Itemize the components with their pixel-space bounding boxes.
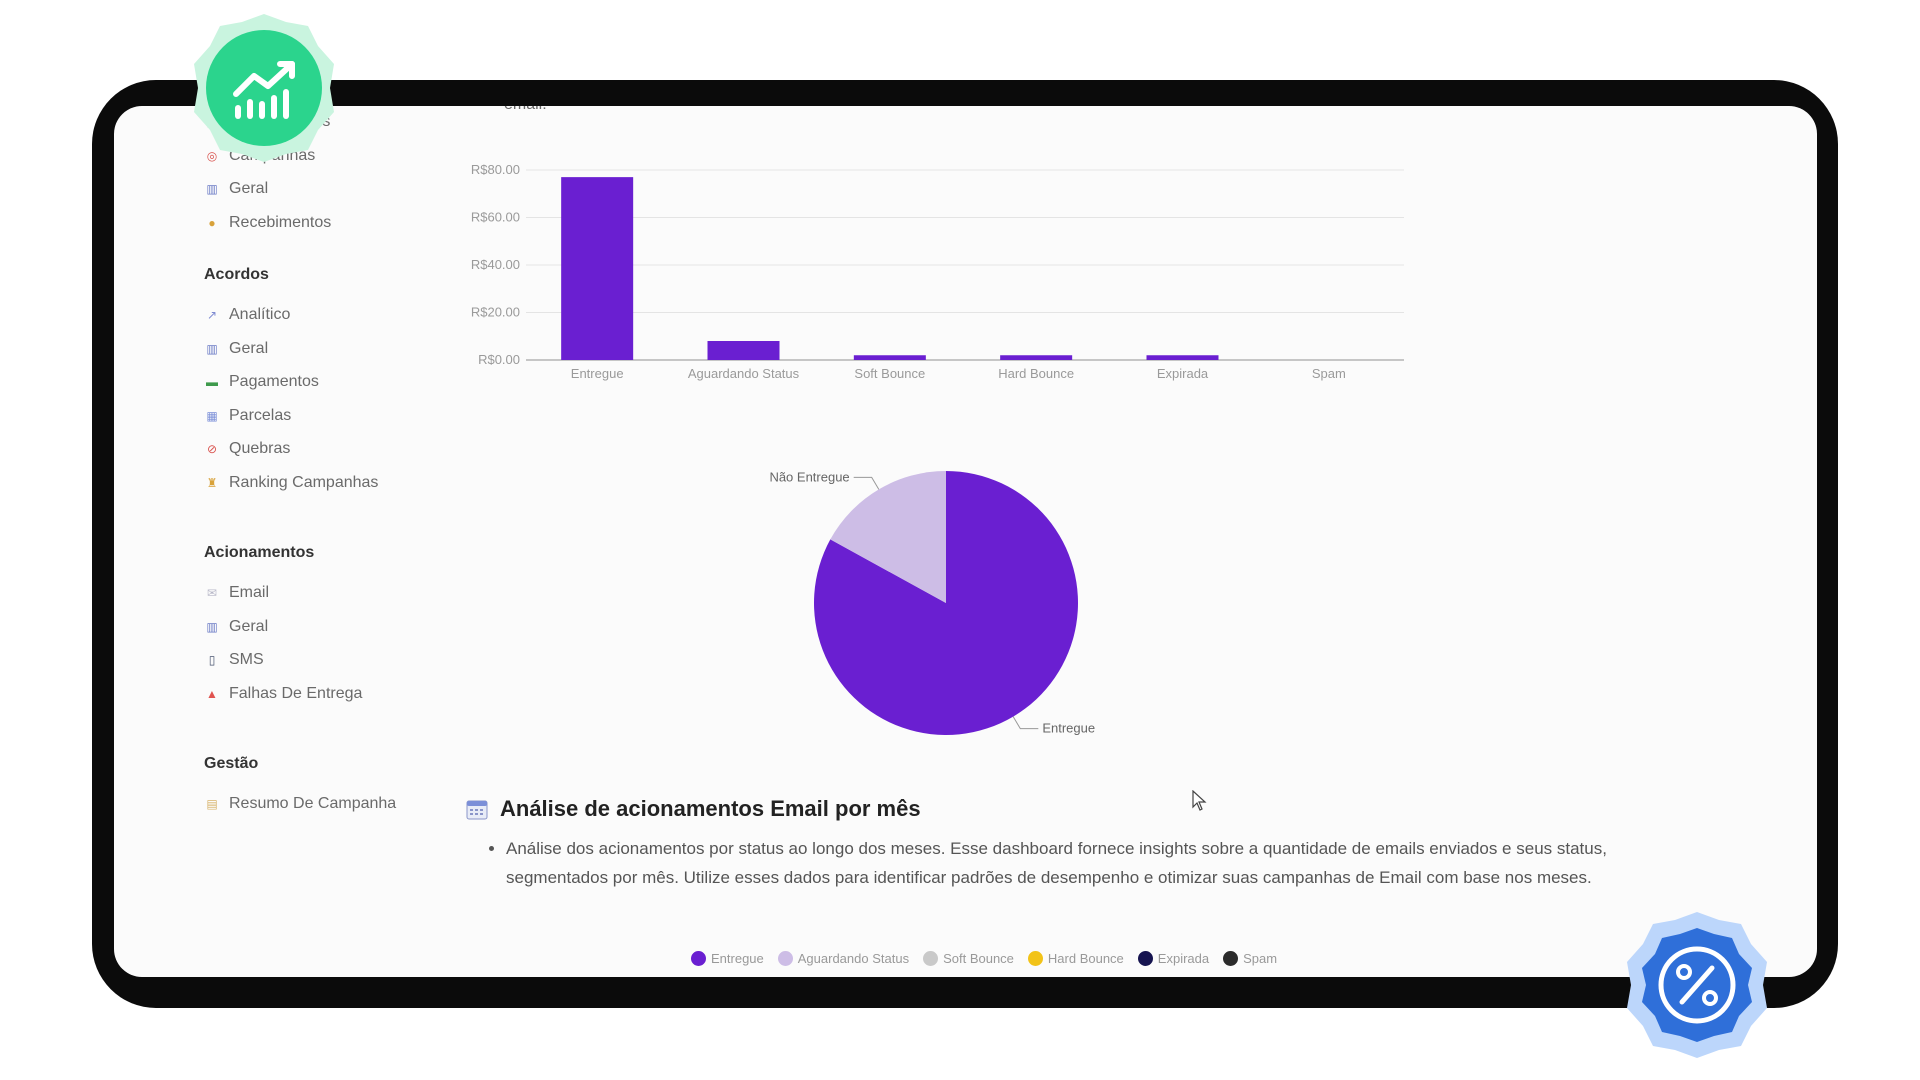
target-icon: ◎: [206, 148, 218, 163]
legend-label: Expirada: [1157, 951, 1210, 966]
money-bag-icon: ●: [208, 215, 216, 230]
x-tick-label: Soft Bounce: [854, 366, 925, 381]
sidebar-item-sms[interactable]: ▯ SMS: [204, 648, 264, 672]
pie-label: Não Entregue: [769, 469, 849, 484]
sidebar-item-pagamentos[interactable]: ▬ Pagamentos: [204, 370, 319, 394]
section-heading-text: Análise de acionamentos Email por mês: [500, 796, 921, 821]
legend-dot: [691, 951, 706, 966]
sidebar-item-quebras[interactable]: ⊘ Quebras: [204, 437, 290, 461]
bar-chart-icon: ▥: [206, 619, 218, 634]
sidebar-item-label: Email: [229, 584, 270, 601]
legend-item[interactable]: Hard Bounce: [1027, 951, 1124, 966]
chart-legend: Entregue Aguardando Status Soft Bounce Hard…: [691, 951, 1277, 966]
sidebar-item-falhas-de-entrega[interactable]: ▲ Falhas De Entrega: [204, 682, 362, 706]
legend-label: Spam: [1243, 951, 1278, 966]
pie-label-leader: [1012, 716, 1039, 730]
sidebar-item-label: SMS: [229, 651, 264, 668]
x-tick-label: Aguardando Status: [688, 366, 800, 381]
trophy-icon: ♜: [206, 475, 218, 490]
bar-hard-bounce[interactable]: [1000, 355, 1073, 360]
sidebar-item-label: Quebras: [229, 440, 291, 457]
section-heading: Análise de acionamentos Email por mês: [466, 796, 921, 822]
sidebar-item-label: Geral: [229, 339, 269, 357]
sidebar-item-analítico[interactable]: ↗ Analítico: [204, 303, 290, 327]
x-tick-label: Entregue: [571, 366, 624, 381]
discount-badge-icon: [1622, 910, 1772, 1065]
legend-item[interactable]: Spam: [1223, 951, 1277, 966]
sidebar-item-geral[interactable]: ▥ Geral: [204, 615, 268, 639]
legend-item[interactable]: Entregue: [691, 951, 764, 966]
y-tick-label: R$20.00: [471, 305, 520, 320]
pie-label-leader: [853, 476, 880, 490]
sidebar-item-label: Analítico: [229, 306, 291, 323]
sidebar-item-label: Parcelas: [229, 406, 292, 424]
line-chart-icon: ↗: [206, 308, 218, 322]
sidebar-item-recebimentos[interactable]: ● Recebimentos: [204, 211, 331, 235]
mouse-cursor-icon: [1192, 789, 1208, 817]
bar-chart-icon: ▥: [206, 182, 218, 196]
scroll-icon: ▤: [206, 797, 218, 811]
sidebar-item-label: Geral: [229, 180, 269, 197]
sidebar-section-title: Acordos: [204, 266, 269, 283]
legend-item[interactable]: Soft Bounce: [923, 951, 1014, 966]
section-description-cut: email:: [504, 106, 547, 114]
sidebar-item-geral[interactable]: ▥ Geral: [204, 177, 268, 201]
calendar-icon: ▦: [206, 408, 218, 423]
legend-label: Hard Bounce: [1047, 951, 1124, 966]
pie-slice-não-entregue[interactable]: [830, 471, 946, 603]
pie-chart: Entregue Não Entregue: [769, 469, 1095, 736]
cash-icon: ▬: [206, 375, 218, 389]
envelope-icon: ✉: [206, 586, 218, 600]
bar-entregue[interactable]: [561, 177, 634, 360]
legend-label: Soft Bounce: [943, 951, 1014, 966]
sidebar-item-resumo-de-campanha[interactable]: ▤ Resumo De Campanha: [204, 792, 396, 816]
section-description: Análise dos acionamentos por status ao l…: [484, 834, 1666, 892]
legend-dot: [1223, 951, 1239, 966]
sidebar-item-label: Recebimentos: [229, 213, 332, 231]
y-tick-label: R$0.00: [478, 352, 520, 367]
legend-label: Aguardando Status: [797, 951, 910, 966]
sidebar-item-label: Geral: [229, 617, 269, 635]
legend-item[interactable]: Aguardando Status: [777, 951, 910, 966]
description-text: Análise dos acionamentos por status ao l…: [506, 834, 1666, 892]
sidebar: ▤Acionamentos◎Campanhas▥Geral●Recebiment…: [204, 106, 464, 977]
sidebar-item-label: Resumo De Campanha: [229, 795, 397, 812]
legend-dot: [923, 951, 939, 966]
sidebar-item-parcelas[interactable]: ▦ Parcelas: [204, 404, 291, 428]
legend-dot: [1137, 951, 1153, 966]
legend-dot: [1027, 951, 1043, 966]
x-tick-label: Hard Bounce: [998, 366, 1074, 381]
bar-soft-bounce[interactable]: [853, 355, 926, 360]
calendar-icon: [466, 798, 488, 820]
bar-chart-icon: ▥: [206, 341, 218, 356]
app-screen: ▤Acionamentos◎Campanhas▥Geral●Recebiment…: [114, 106, 1817, 977]
y-tick-label: R$60.00: [471, 210, 520, 225]
sidebar-item-label: Falhas De Entrega: [229, 684, 363, 702]
legend-item[interactable]: Expirada: [1137, 951, 1210, 966]
bar-chart: R$0.00 R$20.00 R$40.00 R$60.00 R$80.00 Entreg…: [471, 162, 1404, 381]
prohibited-icon: ⊘: [206, 442, 218, 456]
bar-aguardando-status[interactable]: [707, 341, 780, 360]
legend-label: Entregue: [711, 951, 764, 966]
main-content: email: R$0.00 R$20.00 R$40.00 R$60.00 R$80.0…: [444, 106, 1817, 977]
bar-expirada[interactable]: [1146, 355, 1219, 360]
sidebar-item-ranking-campanhas[interactable]: ♜ Ranking Campanhas: [204, 471, 379, 495]
sidebar-item-label: Pagamentos: [229, 373, 319, 390]
sidebar-section-title: Gestão: [204, 755, 259, 772]
x-tick-label: Spam: [1312, 366, 1346, 381]
pie-label: Entregue: [1042, 721, 1095, 736]
x-tick-label: Expirada: [1157, 366, 1209, 381]
y-tick-label: R$80.00: [471, 162, 520, 177]
alert-icon: ▲: [206, 686, 218, 701]
sidebar-section-title: Acionamentos: [204, 544, 315, 561]
sidebar-item-geral[interactable]: ▥ Geral: [204, 337, 268, 361]
sidebar-item-label: Ranking Campanhas: [229, 473, 379, 491]
sidebar-item-email[interactable]: ✉ Email: [204, 581, 269, 605]
analytics-badge-icon: [188, 12, 340, 169]
phone-icon: ▯: [208, 653, 216, 667]
legend-dot: [777, 951, 793, 966]
y-tick-label: R$40.00: [471, 257, 520, 272]
